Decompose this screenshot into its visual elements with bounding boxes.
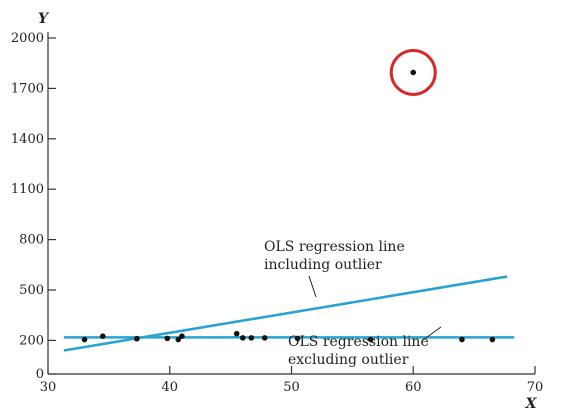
annotation-incl-line-1: OLS regression line: [264, 239, 405, 255]
annotation-excl-line-1: OLS regression line: [288, 334, 429, 350]
data-point: [489, 336, 496, 343]
data-point: [459, 336, 465, 343]
x-tick-label: 70: [527, 380, 544, 395]
x-tick-label: 60: [405, 380, 422, 395]
y-tick-label: 2000: [11, 31, 44, 46]
ols-line-including-outlier: [63, 275, 508, 352]
y-tick-label: 200: [19, 333, 44, 348]
data-point: [240, 335, 246, 341]
data-point: [134, 335, 140, 342]
outlier-circle: [389, 48, 437, 96]
y-tick-label: 500: [19, 283, 44, 298]
outlier-highlight: [389, 48, 437, 96]
data-point: [233, 330, 240, 337]
y-tick-label: 1100: [11, 182, 44, 197]
y-tick-label: 1700: [11, 81, 44, 96]
annotation-excl-line-2: excluding outlier: [288, 352, 409, 368]
data-point: [294, 335, 301, 342]
x-tick-label: 50: [283, 380, 300, 395]
data-point: [81, 336, 88, 343]
annotation-incl-line-2: including outlier: [264, 257, 382, 273]
annotation-incl-leader: [308, 275, 317, 298]
data-point: [179, 333, 185, 340]
annotations: OLS regression line including outlier OLS …: [264, 239, 442, 368]
annotation-excl-leader: [422, 326, 442, 341]
y-tick-label: 800: [19, 233, 44, 248]
data-point: [164, 335, 171, 342]
data-points: [81, 69, 496, 343]
y-tick-label: 1400: [11, 132, 44, 147]
x-axis-title: X: [525, 396, 538, 412]
axes: 0 200 500 800 1100 1400 1700 2000 30 40 50 60 70 Y X: [11, 11, 543, 412]
data-point: [175, 336, 182, 343]
data-point: [410, 69, 417, 76]
y-axis-title: Y: [38, 11, 50, 27]
x-tick-label: 30: [40, 380, 57, 395]
data-point: [99, 333, 106, 340]
data-point: [248, 335, 255, 341]
x-tick-label: 40: [161, 380, 178, 395]
data-point: [261, 335, 268, 341]
data-point: [367, 336, 374, 343]
y-tick-label: 0: [36, 367, 44, 382]
